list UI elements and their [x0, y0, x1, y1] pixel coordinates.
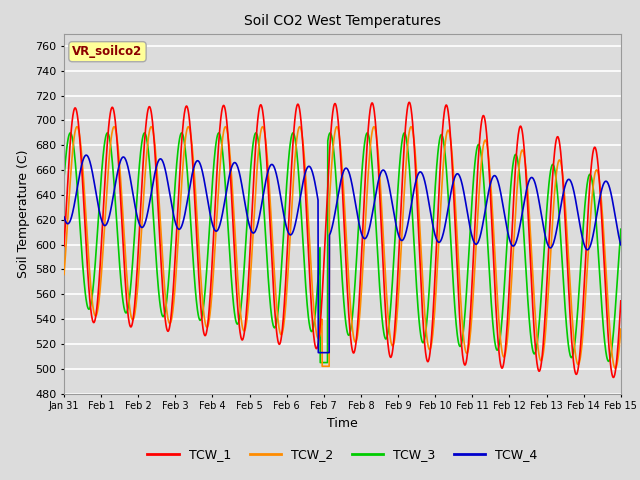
TCW_2: [316, 330, 324, 336]
Text: VR_soilco2: VR_soilco2: [72, 45, 143, 58]
Y-axis label: Soil Temperature (C): Soil Temperature (C): [17, 149, 29, 278]
X-axis label: Time: Time: [327, 417, 358, 430]
TCW_4: [617, 242, 625, 248]
Line: TCW_3: TCW_3: [64, 133, 621, 362]
TCW_1: [617, 298, 625, 304]
Line: TCW_4: TCW_4: [64, 155, 621, 353]
TCW_3: [601, 341, 609, 347]
TCW_4: [317, 350, 324, 356]
TCW_3: [332, 166, 339, 171]
TCW_1: [601, 276, 609, 282]
TCW_4: [332, 208, 339, 214]
TCW_3: [617, 227, 625, 232]
TCW_1: [601, 271, 609, 277]
TCW_4: [89, 171, 97, 177]
TCW_4: [83, 152, 90, 158]
TCW_1: [499, 364, 506, 370]
TCW_1: [60, 243, 68, 249]
TCW_3: [316, 360, 324, 365]
TCW_1: [331, 101, 339, 107]
Title: Soil CO2 West Temperatures: Soil CO2 West Temperatures: [244, 14, 441, 28]
TCW_3: [88, 291, 96, 297]
TCW_3: [602, 344, 609, 349]
TCW_4: [499, 203, 507, 208]
TCW_1: [316, 324, 324, 330]
TCW_3: [499, 304, 507, 310]
TCW_4: [601, 179, 609, 184]
TCW_2: [331, 129, 339, 134]
TCW_3: [317, 360, 324, 365]
Legend: TCW_1, TCW_2, TCW_3, TCW_4: TCW_1, TCW_2, TCW_3, TCW_4: [142, 443, 543, 466]
TCW_2: [88, 300, 96, 306]
TCW_3: [252, 130, 260, 136]
TCW_1: [405, 99, 413, 105]
TCW_4: [60, 214, 68, 220]
TCW_2: [601, 250, 609, 256]
TCW_2: [499, 352, 506, 358]
TCW_4: [314, 350, 322, 356]
TCW_4: [602, 179, 609, 184]
TCW_2: [60, 272, 68, 277]
TCW_1: [609, 374, 617, 380]
TCW_2: [611, 365, 619, 371]
TCW_2: [601, 245, 609, 251]
TCW_3: [60, 175, 68, 181]
TCW_1: [88, 317, 96, 323]
TCW_2: [617, 326, 625, 332]
Line: TCW_2: TCW_2: [64, 127, 621, 368]
Line: TCW_1: TCW_1: [64, 102, 621, 377]
TCW_2: [259, 124, 266, 130]
